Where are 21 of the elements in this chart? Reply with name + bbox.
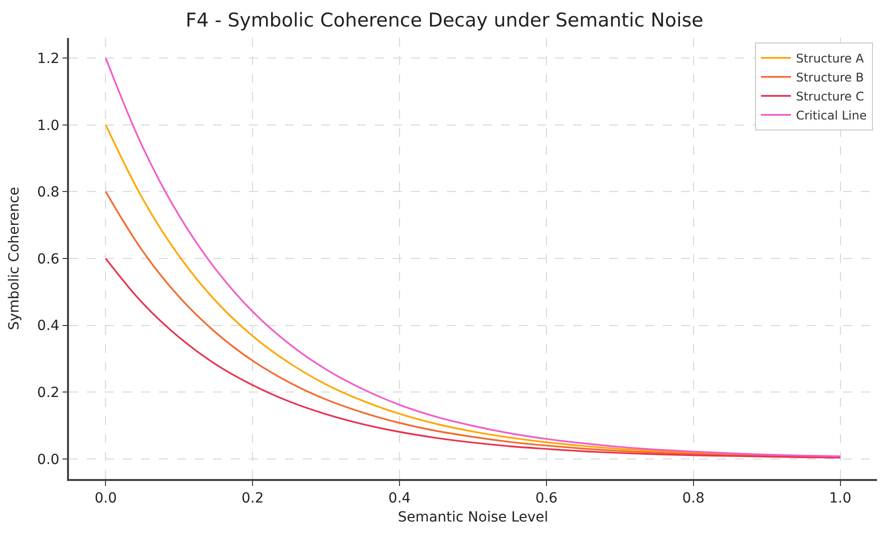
chart-title: F4 - Symbolic Coherence Decay under Semantic Noise xyxy=(186,10,704,32)
y-tick-label: 0.6 xyxy=(37,251,60,268)
y-tick-label: 0.4 xyxy=(37,318,60,334)
x-tick-label: 1.0 xyxy=(829,490,852,507)
y-tick-label: 0.0 xyxy=(37,452,60,468)
x-axis-title: Semantic Noise Level xyxy=(398,509,548,526)
y-tick-label: 0.2 xyxy=(37,385,60,402)
x-tick-label: 0.0 xyxy=(94,490,117,507)
x-tick-label: 0.2 xyxy=(242,490,264,507)
legend-label: Structure B xyxy=(796,70,864,85)
x-tick-label: 0.6 xyxy=(535,490,558,507)
y-axis-title: Symbolic Coherence xyxy=(6,186,22,330)
legend-label: Structure A xyxy=(796,52,865,66)
y-tick-label: 1.2 xyxy=(37,50,60,67)
legend-label: Critical Line xyxy=(796,108,867,123)
y-tick-label: 1.0 xyxy=(37,118,60,134)
x-tick-label: 0.8 xyxy=(682,490,704,507)
y-tick-label: 0.8 xyxy=(37,184,60,201)
legend-label: Structure C xyxy=(796,90,864,104)
line-series xyxy=(104,258,842,458)
x-tick-label: 0.4 xyxy=(388,490,411,507)
